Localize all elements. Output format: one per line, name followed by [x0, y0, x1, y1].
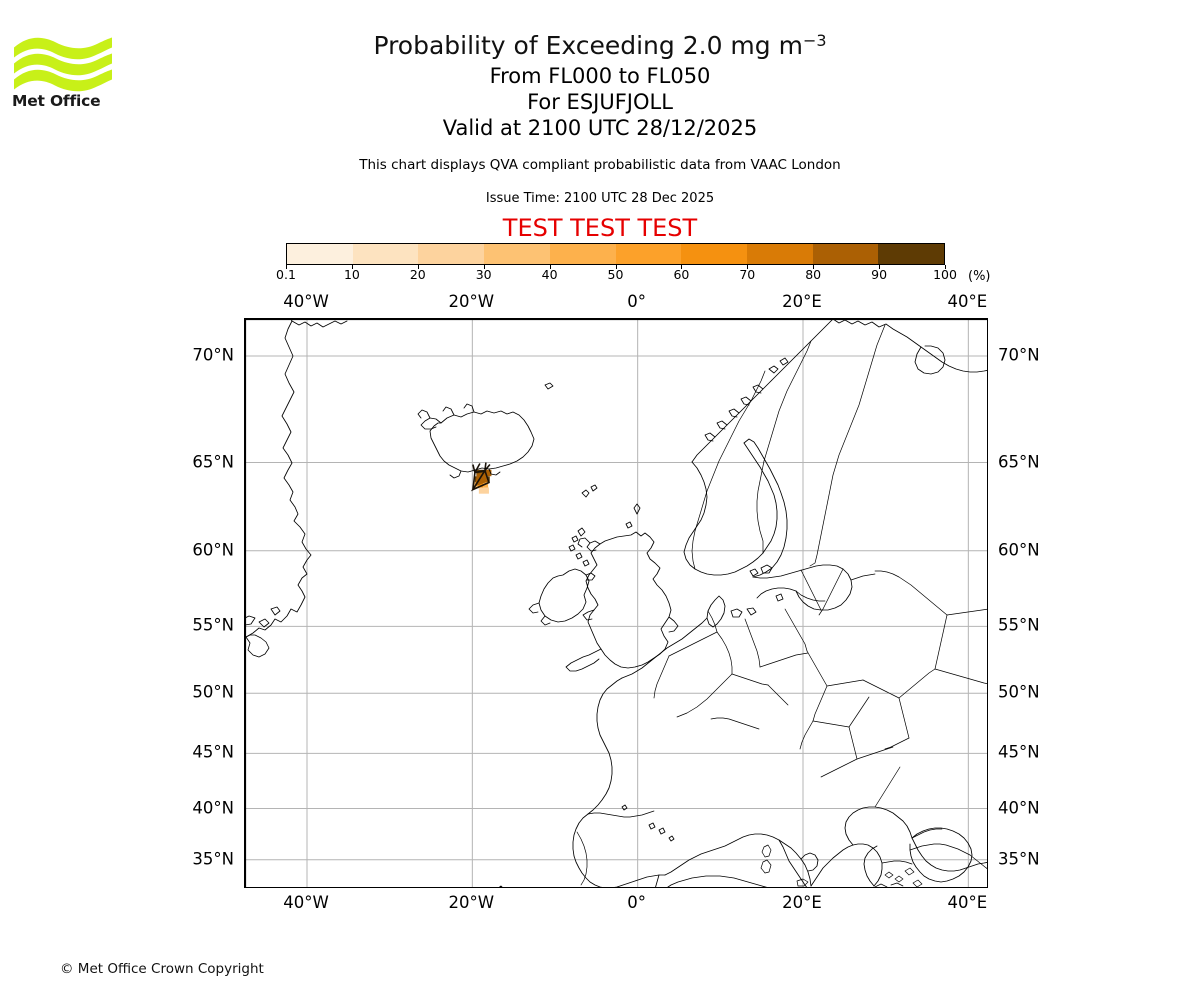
colorbar-band-10-20 [352, 244, 419, 264]
lon-tick-label-40°W: 40°W [283, 292, 329, 311]
graticule-gridlines [245, 319, 987, 887]
colorbar-band-0.1-10 [287, 244, 353, 264]
lat-tick-label-right-45°N: 45°N [998, 742, 1040, 762]
ash-plume-core-contour [470, 462, 491, 492]
colorbar-band-50-60 [615, 244, 682, 264]
lat-tick-label-left-60°N: 60°N [192, 540, 234, 560]
ash-plume-overlay [470, 462, 492, 494]
issue-time-label: Issue Time: 2100 UTC 28 Dec 2025 [485, 191, 715, 206]
flight-level-subtitle: From FL000 to FL050 [489, 64, 711, 88]
lon-tick-label-40°W: 40°W [283, 893, 329, 912]
page-title-exponent: −3 [802, 31, 827, 50]
lat-tick-label-left-40°N: 40°N [192, 798, 234, 818]
colorbar-tick-label-30: 30 [475, 267, 492, 282]
colorbar-tick-label-10: 10 [343, 267, 360, 282]
colorbar-tick [813, 265, 815, 269]
ash-plume-cell [476, 469, 482, 477]
ash-plume-cell [482, 481, 489, 489]
lat-tick-label-right-50°N: 50°N [998, 682, 1040, 702]
lat-tick-label-left-50°N: 50°N [192, 682, 234, 702]
lon-tick-label-20°W: 20°W [448, 292, 495, 311]
coastlines-and-borders [245, 319, 987, 887]
colorbar-tick-label-100: 100 [933, 267, 957, 282]
lon-tick-label-0°: 0° [627, 893, 647, 912]
volcano-subtitle: For ESJUFJOLL [527, 90, 673, 114]
colorbar-tick [351, 265, 353, 269]
lat-tick-label-right-35°N: 35°N [998, 849, 1040, 869]
lon-tick-label-40°E: 40°E [947, 893, 988, 912]
test-banner: TEST TEST TEST [502, 214, 698, 242]
colorbar-band-70-80 [746, 244, 813, 264]
colorbar-tick-label-80: 80 [805, 267, 822, 282]
lat-tick-label-right-60°N: 60°N [998, 540, 1040, 560]
colorbar-band-60-70 [681, 244, 747, 264]
colorbar-tick [681, 265, 683, 269]
lat-tick-label-left-65°N: 65°N [192, 452, 234, 472]
colorbar-tick [417, 265, 419, 269]
colorbar-bands [286, 243, 945, 265]
met-office-logo [14, 37, 112, 92]
colorbar-tick-label-60: 60 [673, 267, 690, 282]
lat-tick-label-right-65°N: 65°N [998, 452, 1040, 472]
colorbar-tick [879, 265, 881, 269]
lon-tick-label-20°E: 20°E [782, 292, 822, 311]
colorbar-tick [615, 265, 617, 269]
lat-tick-label-left-45°N: 45°N [192, 742, 234, 762]
lon-tick-label-0°: 0° [627, 292, 647, 311]
ash-plume-core-fill [474, 472, 488, 487]
met-office-logo-text: Met Office [12, 92, 101, 110]
colorbar-tick [747, 265, 749, 269]
lon-tick-label-20°W: 20°W [448, 893, 495, 912]
colorbar-tick-label-90: 90 [871, 267, 888, 282]
map-plot-area[interactable] [244, 318, 988, 888]
lon-tick-label-20°E: 20°E [782, 893, 822, 912]
colorbar-tick [483, 265, 485, 269]
lon-tick-label-40°E: 40°E [947, 292, 988, 311]
lat-tick-label-left-35°N: 35°N [192, 849, 234, 869]
page-title-text: Probability of Exceeding 2.0 mg m [373, 31, 803, 60]
copyright-footer: © Met Office Crown Copyright [60, 961, 264, 977]
colorbar-tick [945, 265, 946, 269]
colorbar-tick-label-20: 20 [409, 267, 426, 282]
lat-tick-label-right-40°N: 40°N [998, 798, 1040, 818]
lat-tick-label-left-55°N: 55°N [192, 615, 234, 635]
colorbar-unit-label: (%) [968, 269, 991, 284]
ash-plume-cell [478, 487, 484, 494]
colorbar-band-90-100 [878, 244, 945, 264]
colorbar-tick-label-0.1: 0.1 [276, 267, 296, 282]
ash-plume-cell [478, 481, 484, 489]
colorbar-band-80-90 [812, 244, 879, 264]
map-canvas [245, 319, 987, 887]
colorbar-tick-label-40: 40 [541, 267, 558, 282]
lat-tick-label-right-70°N: 70°N [998, 345, 1040, 365]
probability-colorbar [286, 243, 945, 265]
colorbar-tick [286, 265, 287, 269]
lat-tick-label-left-70°N: 70°N [192, 345, 234, 365]
colorbar-tick [549, 265, 551, 269]
ash-plume-cell [486, 469, 492, 477]
page-title: Probability of Exceeding 2.0 mg m−3 [0, 25, 1200, 61]
colorbar-band-30-40 [484, 244, 550, 264]
qva-note: This chart displays QVA compliant probab… [359, 157, 841, 173]
colorbar-tick-label-70: 70 [739, 267, 756, 282]
colorbar-band-40-50 [549, 244, 616, 264]
valid-time-subtitle: Valid at 2100 UTC 28/12/2025 [442, 116, 758, 140]
colorbar-band-20-30 [418, 244, 485, 264]
colorbar-tick-label-50: 50 [607, 267, 624, 282]
ash-plume-cell [483, 487, 489, 494]
lat-tick-label-right-55°N: 55°N [998, 615, 1040, 635]
